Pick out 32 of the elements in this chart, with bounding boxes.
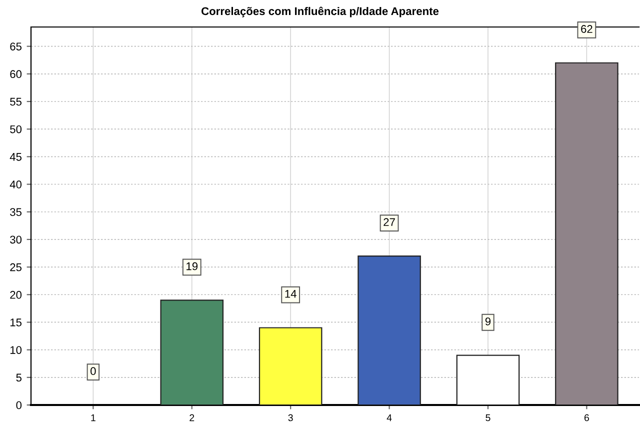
data-label: 14 xyxy=(285,290,296,298)
y-tick-label: 15 xyxy=(10,318,22,326)
y-tick-label: 10 xyxy=(10,346,22,354)
y-tick-label: 5 xyxy=(16,374,22,382)
y-tick-label: 35 xyxy=(10,208,22,216)
y-tick-label: 65 xyxy=(10,42,22,50)
y-tick-label: 45 xyxy=(10,153,22,161)
x-tick-label: 3 xyxy=(288,414,293,422)
x-tick-label: 4 xyxy=(386,414,392,422)
data-label: 0 xyxy=(90,367,96,376)
y-tick-label: 20 xyxy=(10,290,22,299)
bar xyxy=(358,255,421,405)
x-tick-label: 6 xyxy=(584,414,589,422)
data-label: 9 xyxy=(485,317,491,326)
y-tick-label: 50 xyxy=(10,125,22,134)
data-label: 62 xyxy=(581,25,592,33)
y-tick-label: 25 xyxy=(10,263,22,272)
data-label: 19 xyxy=(186,262,198,270)
y-tick-label: 60 xyxy=(10,70,22,78)
bar xyxy=(258,327,322,405)
x-tick-label: 1 xyxy=(91,414,96,422)
y-tick-label: 30 xyxy=(10,236,22,244)
y-tick-label: 40 xyxy=(10,180,22,188)
bar xyxy=(456,354,520,405)
x-tick-label: 5 xyxy=(486,414,490,422)
chart-title: Correlações com Influência p/Idade Aparente xyxy=(202,6,439,18)
bar xyxy=(555,62,618,405)
bar xyxy=(160,300,224,405)
data-label: 27 xyxy=(384,218,395,226)
x-tick-label: 2 xyxy=(190,414,194,422)
y-tick-label: 55 xyxy=(10,98,22,106)
y-tick-label: 0 xyxy=(16,401,22,410)
